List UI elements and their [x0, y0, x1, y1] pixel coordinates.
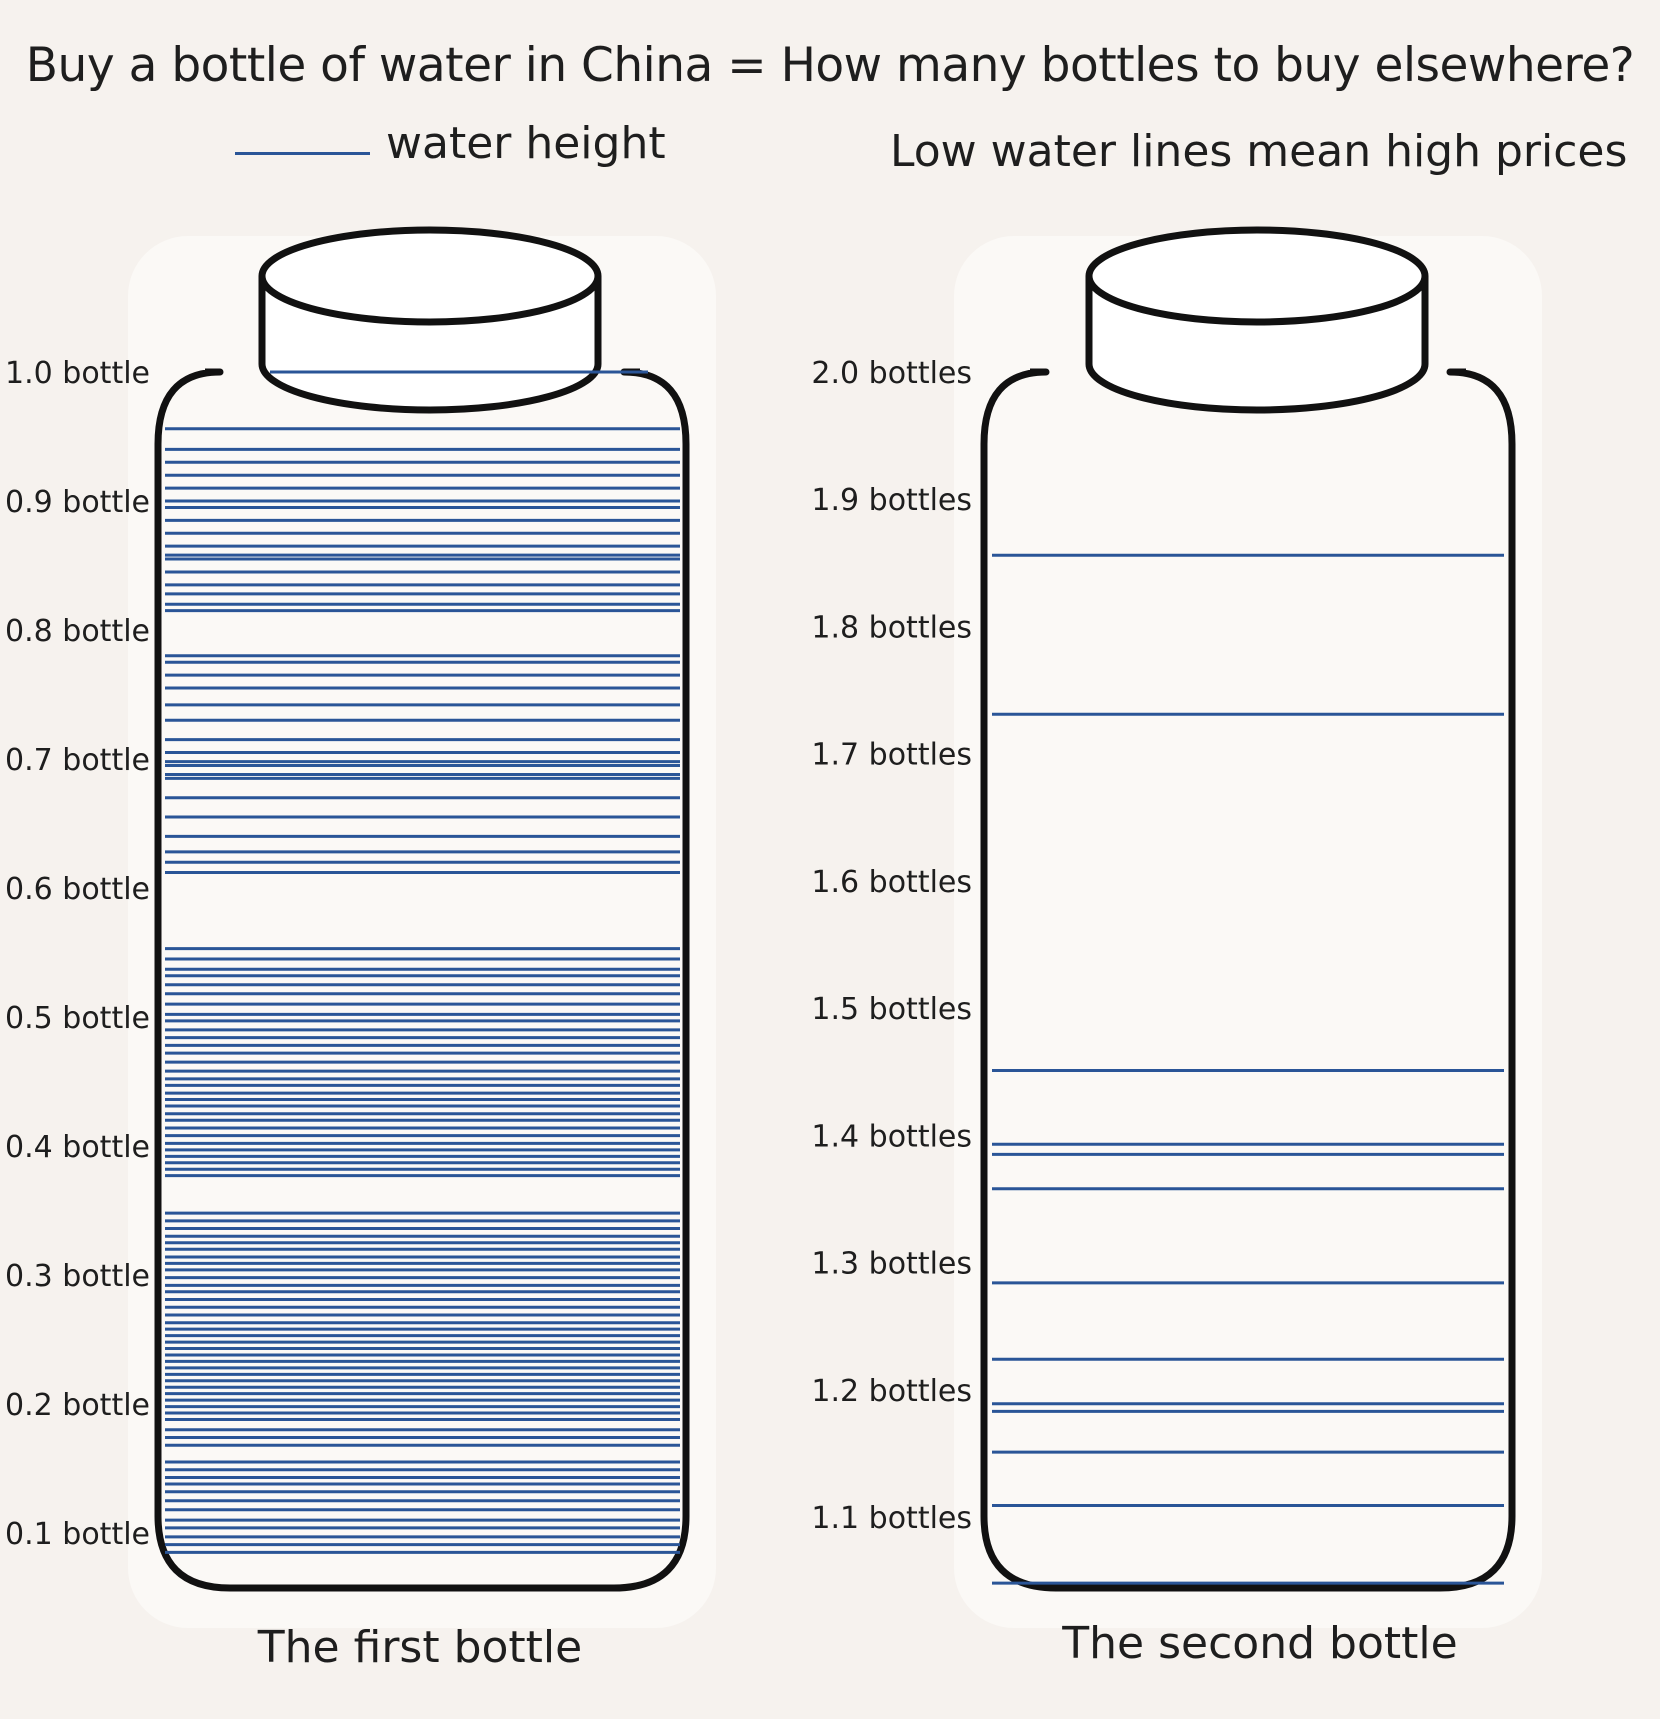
page-title: Buy a bottle of water in China = How man… — [25, 38, 1635, 93]
bottle-1-tick-label: 0.2 bottle — [5, 1388, 150, 1423]
bottle-2-tick-label: 1.7 bottles — [811, 738, 972, 773]
bottle-1-cap-top — [258, 226, 602, 326]
bottle-1-tick-label: 1.0 bottle — [5, 356, 150, 391]
bottle-1-caption: The first bottle — [257, 1622, 583, 1673]
bottle-2-caption: The second bottle — [1062, 1618, 1458, 1669]
bottle-2-tick-label: 1.5 bottles — [811, 992, 972, 1027]
bottle-1-tick-label: 0.4 bottle — [5, 1130, 150, 1165]
bottle-2-tick-label: 2.0 bottles — [811, 356, 972, 391]
bottle-1: 1.0 bottle 0.9 bottle 0.8 bottle 0.7 bottle… — [5, 226, 716, 1628]
bottle-1-tick-label: 0.9 bottle — [5, 485, 150, 520]
bottle-2-body-outline — [980, 368, 1516, 1592]
bottle-2-glow — [954, 236, 1542, 1628]
bottle-2-tick-label: 1.3 bottles — [811, 1247, 972, 1282]
bottle-1-tick-label: 0.8 bottle — [5, 614, 150, 649]
bottle-2-tick-label: 1.1 bottles — [811, 1501, 972, 1536]
bottle-2-cap-top — [1085, 226, 1429, 326]
bottle-2-tick-label: 1.8 bottles — [811, 610, 972, 645]
legend-label: water height — [386, 118, 666, 169]
bottle-2-tick-label: 1.9 bottles — [811, 483, 972, 518]
bottle-1-body-outline — [154, 368, 690, 1592]
bottle-1-tick-label: 0.5 bottle — [5, 1001, 150, 1036]
bottle-2-tick-label: 1.2 bottles — [811, 1374, 972, 1409]
bottle-2: 2.0 bottles 1.9 bottles 1.8 bottles 1.7 bot… — [811, 226, 1542, 1628]
bottle-1-tick-label: 0.1 bottle — [5, 1517, 150, 1552]
bottle-1-tick-label: 0.7 bottle — [5, 743, 150, 778]
bottle-2-tick-label: 1.4 bottles — [811, 1119, 972, 1154]
legend-line-swatch — [235, 152, 370, 155]
bottle-2-tick-label: 1.6 bottles — [811, 865, 972, 900]
bottle-1-tick-label: 0.6 bottle — [5, 872, 150, 907]
bottle-1-tick-label: 0.3 bottle — [5, 1259, 150, 1294]
subtitle: Low water lines mean high prices — [890, 126, 1628, 177]
